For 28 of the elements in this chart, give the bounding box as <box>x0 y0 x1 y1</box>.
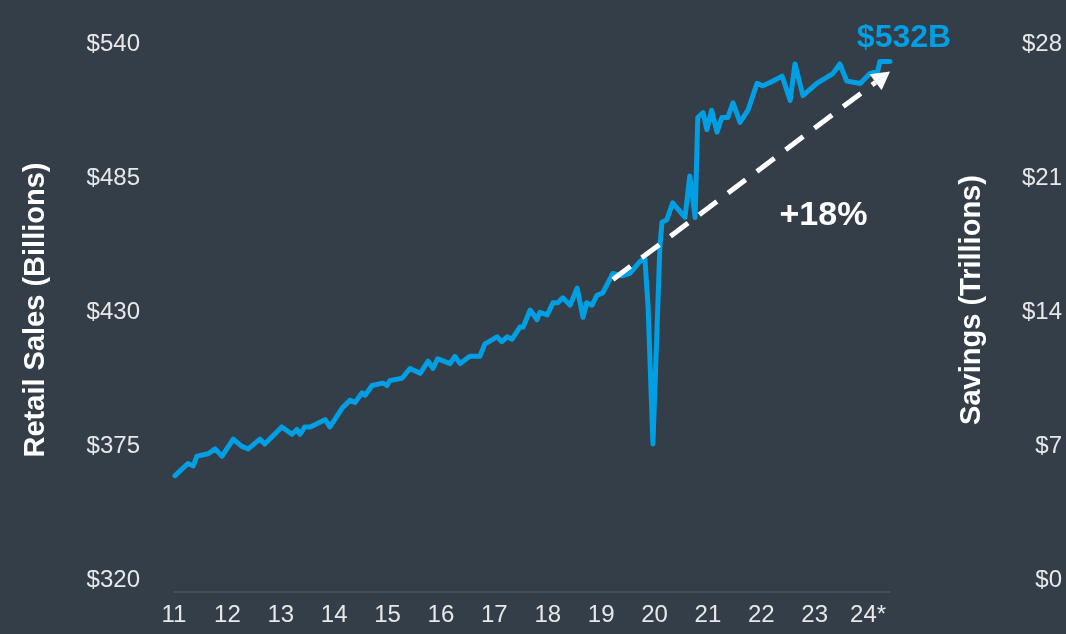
x-tick-label: 11 <box>161 600 187 627</box>
x-tick-label: 16 <box>427 600 455 627</box>
x-tick-label: 23 <box>801 600 829 627</box>
y2-tick-label: $21 <box>1021 162 1062 190</box>
y2-tick-label: $14 <box>1021 296 1062 324</box>
x-tick-label: 20 <box>641 600 668 627</box>
y2-axis-title: Savings (Trillions) <box>954 175 986 425</box>
x-tick-label: 18 <box>534 600 562 627</box>
x-tick-label: 19 <box>587 600 615 627</box>
x-tick-label: 22 <box>747 600 775 627</box>
x-tick-label: 14 <box>320 600 348 627</box>
x-tick-label: 12 <box>214 600 241 627</box>
y-tick-label: $430 <box>86 296 140 324</box>
y2-tick-label: $28 <box>1021 28 1062 56</box>
x-tick-label: 21 <box>694 600 722 627</box>
y-tick-label: $375 <box>86 430 140 458</box>
y-tick-label: $320 <box>86 564 140 592</box>
annotation: $532B <box>856 18 952 55</box>
x-tick-label: 17 <box>481 600 508 627</box>
y-tick-label: $540 <box>86 28 140 56</box>
x-tick-label: 13 <box>267 600 295 627</box>
x-tick-label: 24* <box>850 600 887 627</box>
y-axis-title: Retail Sales (Billions) <box>18 162 50 458</box>
y-tick-label: $485 <box>86 162 140 190</box>
annotation: +18% <box>779 194 868 233</box>
x-tick-label: 15 <box>374 600 401 627</box>
y2-tick-label: $7 <box>1035 430 1062 458</box>
y2-tick-label: $0 <box>1035 564 1062 592</box>
